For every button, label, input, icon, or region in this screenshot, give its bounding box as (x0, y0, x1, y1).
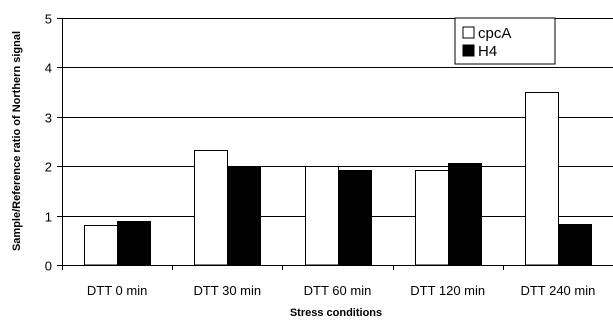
bar-h4-3 (448, 163, 482, 266)
x-tick-labels: DTT 0 min DTT 30 min DTT 60 min DTT 120 min… (62, 265, 595, 298)
gridlines (62, 18, 613, 217)
y-tick-label-5: 5 (45, 12, 52, 27)
y-tick-label-0: 0 (45, 259, 52, 274)
bar-h4-1 (227, 166, 261, 266)
bar-cpca-4 (525, 92, 559, 266)
y-tick-label-3: 3 (45, 111, 52, 126)
bars (84, 92, 592, 266)
x-tick-label-0: DTT 0 min (87, 283, 147, 298)
bar-cpca-0 (84, 225, 118, 266)
legend: cpcA H4 (454, 17, 556, 65)
bar-h4-4 (558, 224, 592, 266)
y-tick-labels: 0 1 2 3 4 5 (45, 12, 62, 274)
legend-swatch-cpca (462, 26, 475, 39)
bar-cpca-2 (305, 166, 339, 266)
legend-swatch-h4 (462, 44, 475, 57)
legend-label-h4: H4 (478, 43, 497, 60)
legend-label-cpca: cpcA (478, 25, 511, 42)
x-tick-label-2: DTT 60 min (304, 283, 372, 298)
y-tick-label-4: 4 (45, 61, 52, 76)
bar-cpca-1 (194, 150, 228, 266)
x-tick-label-1: DTT 30 min (193, 283, 261, 298)
bar-h4-0 (117, 221, 151, 266)
bar-cpca-3 (415, 170, 449, 266)
x-tick-label-3: DTT 120 min (410, 283, 485, 298)
y-tick-label-2: 2 (45, 160, 52, 175)
y-axis-title: Sample/Reference ratio of Northern signa… (11, 31, 23, 251)
x-tick-label-4: DTT 240 min (520, 283, 595, 298)
bar-h4-2 (338, 170, 372, 266)
x-axis-title: Stress conditions (290, 307, 382, 319)
axes (62, 18, 613, 266)
y-tick-label-1: 1 (45, 210, 52, 225)
